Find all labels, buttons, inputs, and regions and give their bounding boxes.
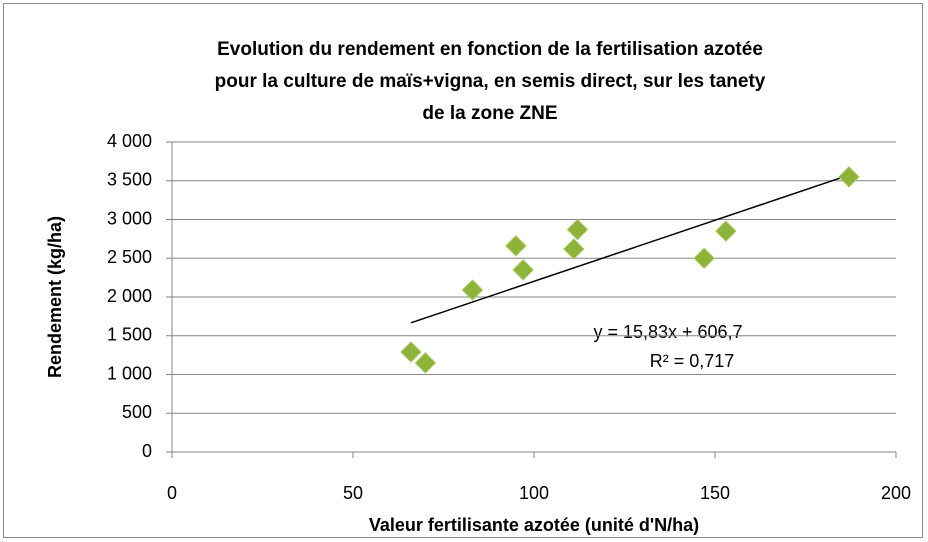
x-tick-label: 200 xyxy=(881,483,911,503)
point xyxy=(414,352,437,374)
trendline-equation: y = 15,83x + 606,7 xyxy=(593,322,742,342)
x-tick-label: 100 xyxy=(519,483,549,503)
point xyxy=(563,238,585,260)
y-tick-label: 3 000 xyxy=(107,208,152,228)
y-tick-label: 2 500 xyxy=(107,247,152,267)
x-tick-label: 0 xyxy=(167,483,177,503)
point xyxy=(400,341,422,363)
y-tick-label: 1 000 xyxy=(107,363,152,383)
x-axis-label: Valeur fertilisante azotée (unité d'N/ha… xyxy=(369,515,699,535)
y-tick-label: 4 000 xyxy=(107,131,152,151)
trendline xyxy=(410,174,850,324)
x-tick-label: 150 xyxy=(700,483,730,503)
point xyxy=(512,259,534,281)
y-tick-label: 1 500 xyxy=(107,325,152,345)
y-tick-label: 500 xyxy=(122,402,152,422)
point xyxy=(838,166,860,188)
chart-title: pour la culture de maïs+vigna, en semis … xyxy=(215,71,766,92)
chart-frame xyxy=(3,3,923,538)
y-tick-label: 0 xyxy=(142,441,152,461)
point xyxy=(566,218,589,241)
y-axis-label: Rendement (kg/ha) xyxy=(45,216,65,378)
y-tick-label: 3 500 xyxy=(107,170,152,190)
chart-title: de la zone ZNE xyxy=(422,103,557,124)
point xyxy=(715,220,737,242)
point xyxy=(505,235,527,257)
y-tick-label: 2 000 xyxy=(107,286,152,306)
r-squared: R² = 0,717 xyxy=(650,351,735,371)
point xyxy=(693,247,715,269)
x-tick-label: 50 xyxy=(343,483,363,503)
point xyxy=(461,279,484,301)
chart-title: Evolution du rendement en fonction de la… xyxy=(217,39,763,60)
